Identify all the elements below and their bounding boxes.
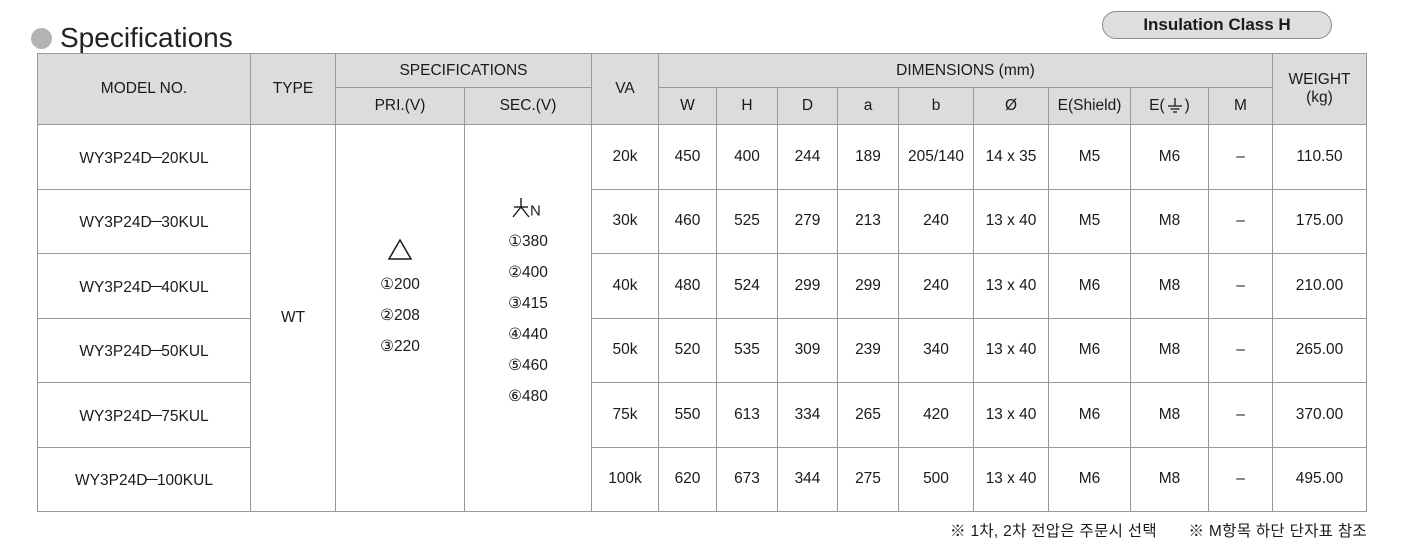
svg-text:N: N [530, 203, 541, 220]
